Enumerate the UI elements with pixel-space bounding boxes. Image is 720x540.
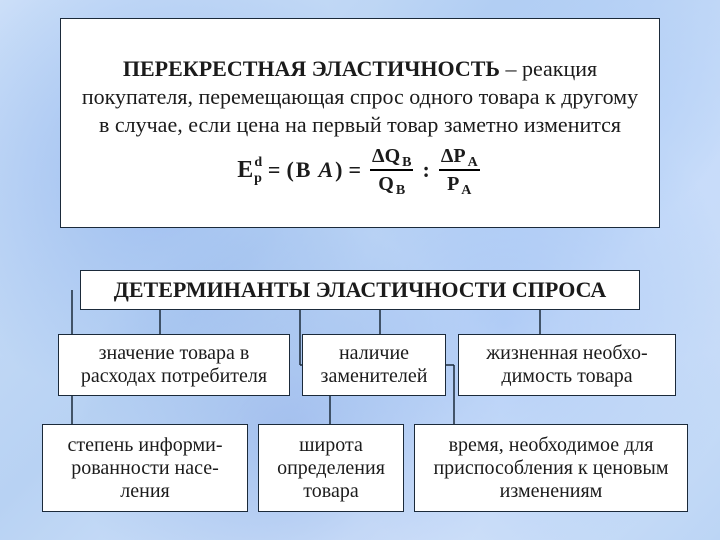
formula-eq2: = [348,157,361,183]
frac2-den-var: P [447,174,459,194]
determinants-header-text: ДЕТЕРМИНАНТЫ ЭЛАСТИЧНОСТИ СПРОСА [114,277,607,303]
det-box-necessity: жизненная необхо-димость товара [458,334,676,396]
formula-E: E [237,157,253,184]
formula-sub-p: p [254,171,262,187]
frac2-num-var: P [453,146,465,166]
det-box-expenditure-share: значение товара в расходах потребителя [58,334,290,396]
det-text-substitutes: наличие заменителей [311,342,437,388]
slide-canvas: ПЕРЕКРЕСТНАЯ ЭЛАСТИЧНОСТЬ – реакция поку… [0,0,720,540]
frac2-den-sub: A [461,184,471,198]
determinants-header: ДЕТЕРМИНАНТЫ ЭЛАСТИЧНОСТИ СПРОСА [80,270,640,310]
frac1-num-delta: Δ [372,146,385,166]
formula-frac2: Δ P A P A [439,145,480,195]
formula-var-A: A [318,157,333,183]
formula-paren-open: ( [286,157,293,183]
det-text-definition-breadth: широта определения товара [267,434,395,503]
det-text-expenditure-share: значение товара в расходах потребителя [67,342,281,388]
frac2-num-delta: Δ [441,146,454,166]
det-text-necessity: жизненная необхо-димость товара [467,342,667,388]
formula-paren-close: ) [335,157,342,183]
formula-sup-d: d [254,155,262,171]
formula-eq1: = [268,157,281,183]
det-box-adjustment-time: время, необходимое для приспособления к … [414,424,688,512]
frac1-den-var: Q [378,174,394,194]
frac1-num-sub: B [402,156,411,170]
det-box-informedness: степень информи-рованности насе-ления [42,424,248,512]
formula-colon: : [422,157,429,183]
formula: E d p = ( В A ) = Δ Q B Q B [237,145,482,195]
det-box-substitutes: наличие заменителей [302,334,446,396]
det-box-definition-breadth: широта определения товара [258,424,404,512]
frac2-num-sub: A [468,156,478,170]
det-text-informedness: степень информи-рованности насе-ления [51,434,239,503]
frac1-num-var: Q [385,146,401,166]
formula-var-B: В [296,157,311,183]
formula-lhs: E d p [237,157,262,184]
det-text-adjustment-time: время, необходимое для приспособления к … [423,434,679,503]
frac1-den-sub: B [396,184,405,198]
formula-frac1: Δ Q B Q B [370,145,413,195]
definition-box: ПЕРЕКРЕСТНАЯ ЭЛАСТИЧНОСТЬ – реакция поку… [60,18,660,228]
definition-text: ПЕРЕКРЕСТНАЯ ЭЛАСТИЧНОСТЬ – реакция поку… [81,55,639,139]
definition-title: ПЕРЕКРЕСТНАЯ ЭЛАСТИЧНОСТЬ [123,56,500,81]
